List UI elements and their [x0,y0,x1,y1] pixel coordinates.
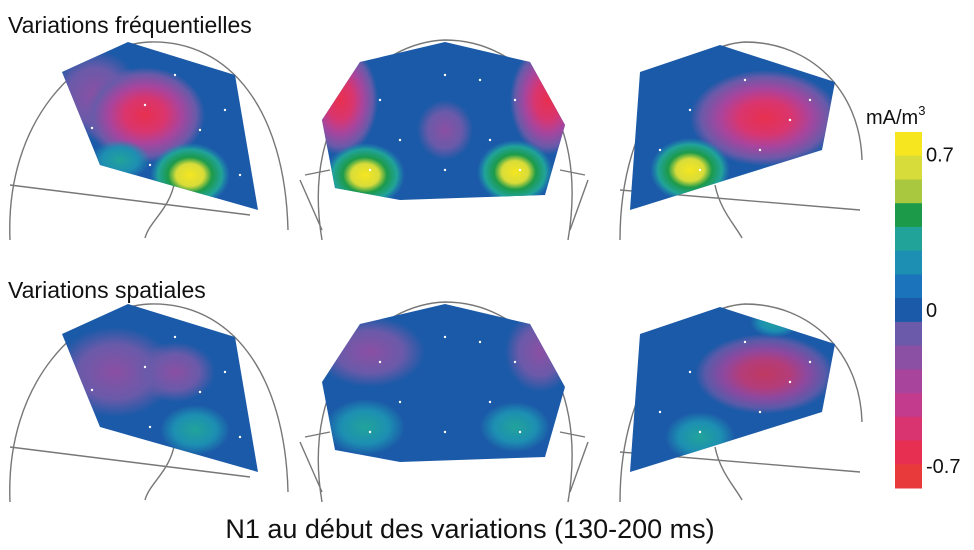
map-row [9,39,863,241]
electrode [198,390,202,394]
colorbar-segment [895,132,922,157]
electrode [238,173,242,177]
electrode [743,78,747,82]
colorbar-segment [895,393,922,418]
electrode [658,410,662,414]
electrode [148,163,152,167]
electrode [148,425,152,429]
electrode [90,126,94,130]
electrode [223,370,227,374]
electrode [478,340,482,344]
electrode [378,360,382,364]
electrode [488,138,492,142]
electrode [488,400,492,404]
colorbar-segment [895,155,922,180]
electrode [173,73,177,77]
electrode [198,128,202,132]
electrode [743,340,747,344]
colorbar-unit: mA/m3 [866,103,925,129]
colorbar-segment [895,298,922,323]
colorbar-segment [895,345,922,370]
colorbar-tick-label: 0.7 [926,144,954,166]
electrode [443,168,447,172]
electrode [698,430,702,434]
electrode [513,98,517,102]
colorbar-segment [895,203,922,228]
caption: N1 au début des variations (130-200 ms) [225,514,714,544]
colorbar-segment [895,274,922,299]
row-title: Variations spatiales [8,277,206,303]
electrode [368,168,372,172]
electrode [788,118,792,122]
colorbar-segment [895,321,922,347]
electrode [698,168,702,172]
electrode [443,73,447,77]
electrode [808,360,812,364]
electrode [658,148,662,152]
colorbar: 0.7 0 -0.7 [895,132,960,489]
colorbar-segment [895,250,922,275]
electrode [443,430,447,434]
electrode [368,430,372,434]
row-title: Variations fréquentielles [8,12,252,38]
electrode [378,98,382,102]
colorbar-tick-label: -0.7 [926,456,960,478]
colorbar-segment [895,226,922,252]
electrode [513,360,517,364]
electrode [113,440,117,444]
colorbar-segment [895,440,922,465]
electrode [398,400,402,404]
colorbar-tick-label: 0 [926,300,937,322]
electrode [518,430,522,434]
electrode [688,370,692,374]
colorbar-segment [895,369,922,394]
electrode [443,335,447,339]
electrode [398,138,402,142]
electrode [173,335,177,339]
electrode [238,435,242,439]
colorbar-segment [895,464,922,489]
electrode [143,365,147,369]
electrode [143,103,147,107]
unit: mA/m [866,107,918,129]
map-row [9,301,863,503]
electrode [758,148,762,152]
colorbar-segment [895,416,922,442]
electrode [223,108,227,112]
electrode [758,410,762,414]
colorbar-segment [895,179,922,204]
electrode [518,168,522,172]
electrode [113,178,117,182]
electrode [90,388,94,392]
electrode [788,380,792,384]
electrode [808,98,812,102]
electrode [478,78,482,82]
unit-exponent: 3 [918,103,925,118]
electrode [688,108,692,112]
